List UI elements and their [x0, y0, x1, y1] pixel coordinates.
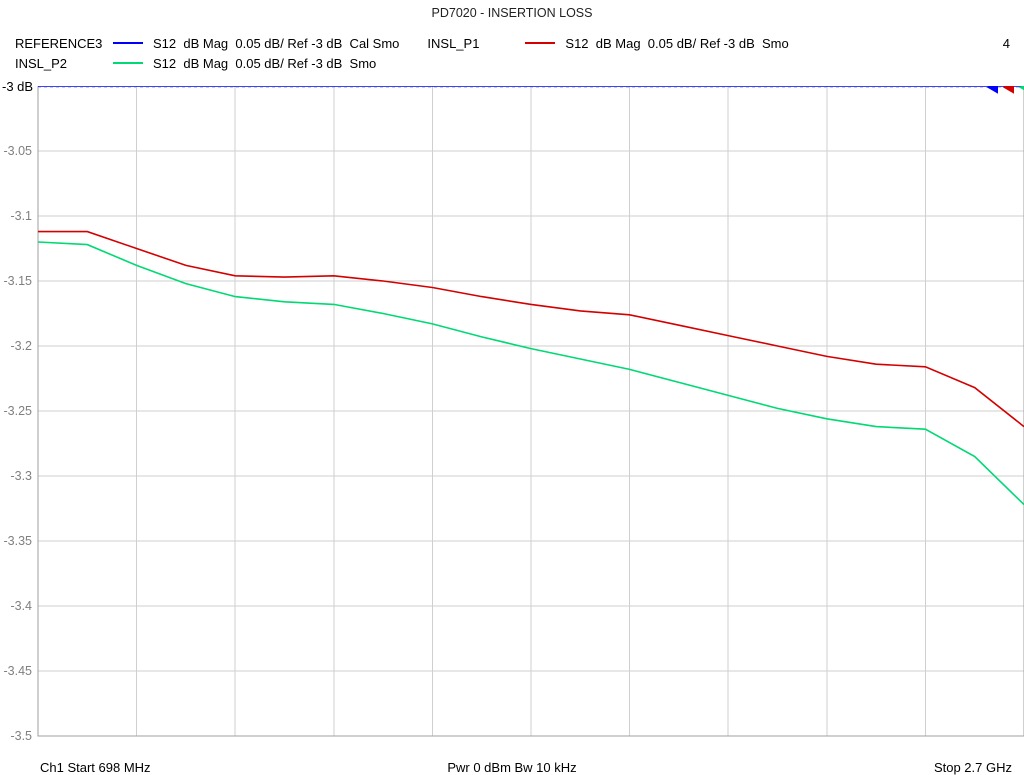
svg-text:-3.5: -3.5: [10, 729, 32, 740]
svg-text:-3.25: -3.25: [4, 404, 33, 418]
trace-desc: S12 dB Mag 0.05 dB/ Ref -3 dB Smo: [153, 54, 376, 74]
trace-name: REFERENCE3: [15, 34, 113, 54]
plot-svg: -3.05 -3.1 -3.15 -3.2 -3.25 -3.3 -3.35 -3.4 -3.4…: [0, 86, 1024, 740]
svg-text:-3.35: -3.35: [4, 534, 33, 548]
legend-item: REFERENCE3 S12 dB Mag 0.05 dB/ Ref -3 dB…: [15, 34, 399, 54]
marker-number: 4: [1003, 34, 1018, 54]
trace-desc: S12 dB Mag 0.05 dB/ Ref -3 dB Cal Smo: [153, 34, 399, 54]
svg-text:-3.1: -3.1: [10, 209, 32, 223]
plot-area: -3.05 -3.1 -3.15 -3.2 -3.25 -3.3 -3.35 -3.4 -3.4…: [0, 86, 1024, 740]
trace-desc: S12 dB Mag 0.05 dB/ Ref -3 dB Smo: [565, 34, 788, 54]
legend-item: INSL_P2 S12 dB Mag 0.05 dB/ Ref -3 dB Sm…: [15, 54, 376, 74]
legend: REFERENCE3 S12 dB Mag 0.05 dB/ Ref -3 dB…: [15, 34, 1018, 74]
trace-name: INSL_P2: [15, 54, 113, 74]
trace-name: INSL_P1: [427, 34, 525, 54]
trace-swatch: [113, 42, 143, 44]
trace-swatch: [525, 42, 555, 44]
svg-text:-3.15: -3.15: [4, 274, 33, 288]
svg-text:-3.3: -3.3: [10, 469, 32, 483]
trace-swatch: [113, 62, 143, 64]
chart-title: PD7020 - INSERTION LOSS: [0, 6, 1024, 20]
legend-item: INSL_P1 S12 dB Mag 0.05 dB/ Ref -3 dB Sm…: [427, 34, 788, 54]
svg-text:-3.05: -3.05: [4, 144, 33, 158]
legend-row-1: REFERENCE3 S12 dB Mag 0.05 dB/ Ref -3 dB…: [15, 34, 1018, 54]
svg-text:-3.45: -3.45: [4, 664, 33, 678]
svg-text:-3.4: -3.4: [10, 599, 32, 613]
legend-row-2: INSL_P2 S12 dB Mag 0.05 dB/ Ref -3 dB Sm…: [15, 54, 1018, 74]
svg-text:-3.2: -3.2: [10, 339, 32, 353]
